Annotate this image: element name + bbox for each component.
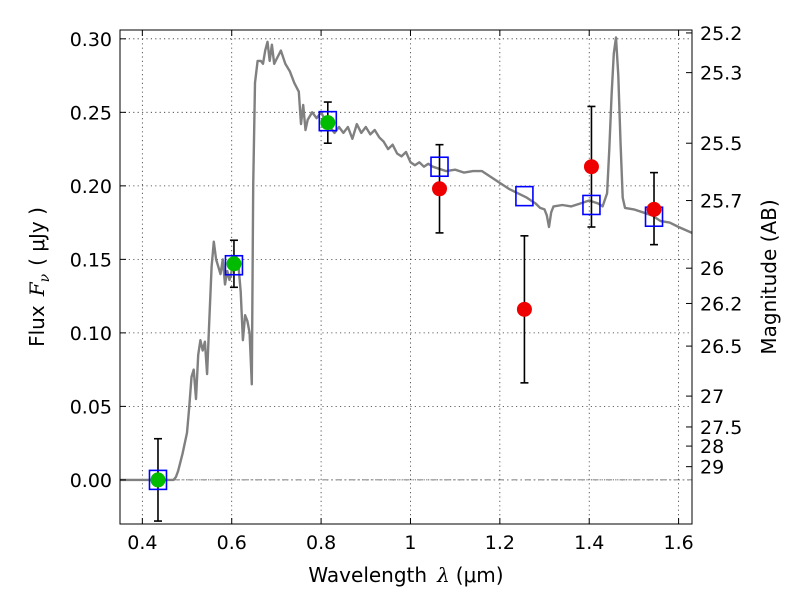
right-tick-label: 26 xyxy=(700,258,724,280)
measurement-markers xyxy=(150,115,662,488)
right-tick-label: 26.2 xyxy=(700,293,742,315)
y-tick-label: 0.10 xyxy=(70,323,112,345)
y-axis-label-unit: ( μJy ) xyxy=(25,207,49,266)
x-axis-label-text: Wavelength xyxy=(308,563,427,587)
plot-frame xyxy=(119,29,693,525)
y-axis-label-text: Flux xyxy=(25,305,49,347)
model-photometry-square xyxy=(318,110,338,132)
model-photometry-square xyxy=(515,185,534,207)
sed-model-group xyxy=(120,36,693,482)
right-tick-label: 26.5 xyxy=(700,336,742,358)
x-tick-label: 1.4 xyxy=(574,532,604,554)
x-tick-label: 0.4 xyxy=(127,532,157,554)
y-axis-label-symbol: F xyxy=(25,281,49,297)
y-tick-label: 0.20 xyxy=(70,176,112,198)
x-tick-label: 0.6 xyxy=(217,532,247,554)
y-tick-label: 0.15 xyxy=(70,249,112,271)
y-axis-label-subscript: ν xyxy=(37,273,53,282)
right-tick-label: 25.3 xyxy=(700,63,742,85)
model-photometry-square xyxy=(582,194,601,216)
detection-point xyxy=(320,115,336,131)
low-sn-point xyxy=(583,159,599,175)
y-tick-label: 0.05 xyxy=(70,396,112,418)
model-photometry-square xyxy=(430,156,449,178)
x-tick-label: 1 xyxy=(404,532,416,554)
low-sn-point xyxy=(646,201,662,217)
x-tick-label: 0.8 xyxy=(306,532,336,554)
right-tick-label: 27 xyxy=(700,386,724,408)
plot-background xyxy=(120,30,692,524)
y-tick-label: 0.00 xyxy=(70,470,112,492)
x-tick-label: 1.6 xyxy=(663,532,693,554)
x-tick-label: 1.2 xyxy=(485,532,515,554)
right-tick-label: 28 xyxy=(700,436,724,458)
detection-point xyxy=(150,472,166,488)
right-tick-label: 27.5 xyxy=(700,417,742,439)
y-tick-label: 0.30 xyxy=(70,29,112,51)
x-axis-ticks: 0.4 0.6 0.8 1 1.2 1.4 1.6 xyxy=(127,30,694,554)
model-photometry-square xyxy=(148,469,168,491)
detection-point xyxy=(226,256,242,272)
x-axis-label-unit: (μm) xyxy=(456,563,504,587)
model-photometry-square xyxy=(224,254,244,276)
y-axis-ticks: 0.00 0.05 0.10 0.15 0.20 0.25 0.30 xyxy=(70,29,126,492)
sed-model-line xyxy=(120,36,693,482)
x-axis-label-symbol: λ xyxy=(436,563,450,587)
right-tick-label: 25.2 xyxy=(700,23,742,45)
right-tick-label: 29 xyxy=(700,457,724,479)
right-axis-label: Magnitude (AB) xyxy=(757,199,781,354)
y-axis-label: Flux Fν ( μJy ) xyxy=(25,207,53,347)
low-sn-point xyxy=(516,301,532,317)
right-tick-label: 25.7 xyxy=(700,191,742,213)
right-tick-label: 25.5 xyxy=(700,133,742,155)
x-axis-label: Wavelength λ (μm) xyxy=(308,563,503,587)
y-tick-label: 0.25 xyxy=(70,102,112,124)
low-sn-point xyxy=(432,181,448,197)
